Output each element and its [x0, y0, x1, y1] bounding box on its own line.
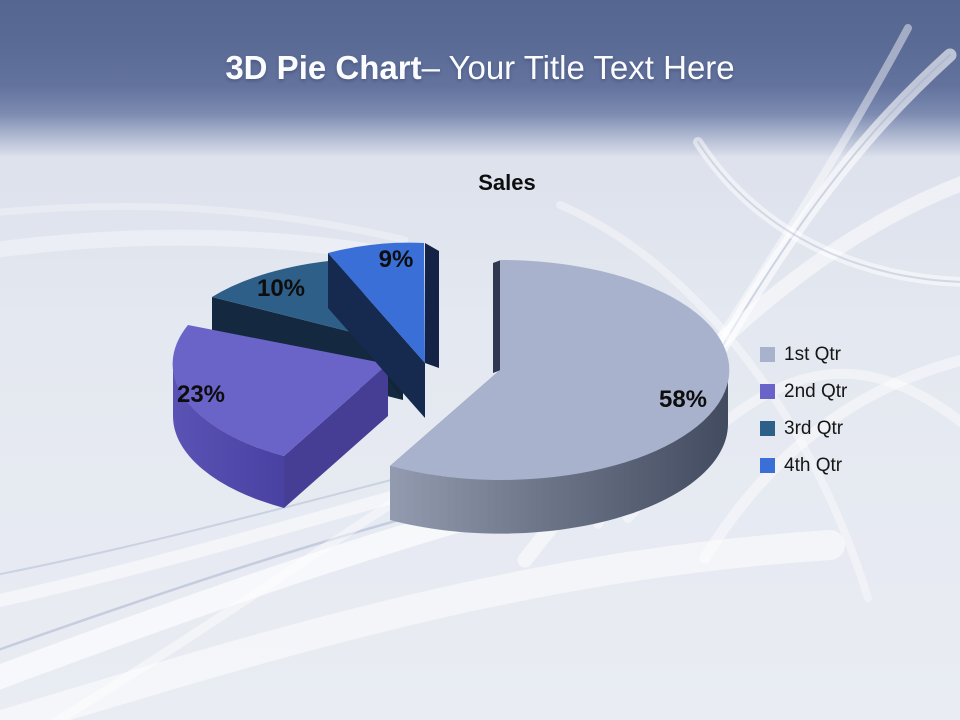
legend-label-1st-qtr: 1st Qtr [784, 343, 842, 365]
data-label-2nd-qtr[interactable]: 23% [176, 381, 226, 408]
legend-item-2nd-qtr[interactable]: 2nd Qtr [760, 373, 847, 410]
legend-item-3rd-qtr[interactable]: 3rd Qtr [760, 410, 847, 447]
pie-slice-2nd-qtr[interactable] [172, 325, 388, 508]
header-band [0, 0, 960, 158]
legend-swatch-1st-qtr [760, 347, 775, 362]
pie-slice-2nd-qtr-top [172, 325, 388, 456]
legend-swatch-3rd-qtr [760, 421, 775, 436]
legend-label-3rd-qtr: 3rd Qtr [784, 417, 844, 439]
pie-slice-4th-qtr-front-wall [328, 253, 425, 418]
pie-slice-1st-qtr-rim [390, 370, 728, 534]
data-label-1st-qtr[interactable]: 58% [658, 386, 708, 413]
pie-slice-2nd-qtr-rim [172, 364, 284, 508]
pie-slice-4th-qtr[interactable] [328, 242, 439, 418]
chart-title[interactable]: Sales [478, 170, 536, 195]
pie-slice-1st-qtr-inner-wall [493, 260, 501, 373]
slide-title-bold-text: 3D Pie Chart [225, 49, 422, 86]
legend-label-4th-qtr: 4th Qtr [784, 454, 843, 476]
legend-item-1st-qtr[interactable]: 1st Qtr [760, 336, 847, 373]
pie-slice-1st-qtr-top [390, 259, 730, 480]
pie-slice-4th-qtr-side-wall [425, 243, 439, 368]
legend-item-4th-qtr[interactable]: 4th Qtr [760, 447, 847, 484]
pie-slice-4th-qtr-top [328, 242, 425, 363]
pie-slice-2nd-qtr-cut-wall [284, 364, 388, 508]
data-label-4th-qtr[interactable]: 9% [378, 246, 414, 273]
legend-swatch-4th-qtr [760, 458, 775, 473]
legend-label-2nd-qtr: 2nd Qtr [784, 380, 848, 402]
slide-title[interactable]: 3D Pie Chart– Your Title Text Here [0, 49, 960, 86]
slide-title-regular-text: – Your Title Text Here [421, 49, 735, 86]
legend-swatch-2nd-qtr [760, 384, 775, 399]
pie-slice-1st-qtr[interactable] [390, 259, 730, 534]
data-label-3rd-qtr[interactable]: 10% [256, 275, 306, 302]
chart-legend[interactable]: 1st Qtr 2nd Qtr 3rd Qtr 4th Qtr [760, 336, 847, 484]
